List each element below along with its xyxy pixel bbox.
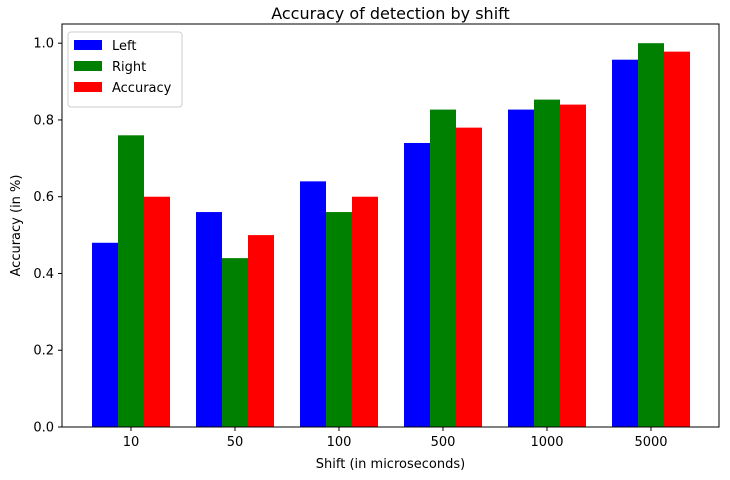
legend-label-accuracy: Accuracy [112,81,172,96]
y-axis-label: Accuracy (in %) [9,175,24,277]
legend: Left Right Accuracy [67,31,183,108]
bar-accuracy-100 [352,196,378,427]
y-axis: 0.0 0.2 0.4 0.6 0.8 1.0 [33,37,62,436]
bar-left-100 [300,181,326,427]
bar-left-1000 [508,109,534,427]
legend-swatch-left [74,40,102,50]
x-axis: 10 50 100 500 1000 5000 [123,427,668,450]
chart-title: Accuracy of detection by shift [271,4,510,23]
bar-left-500 [404,142,430,427]
x-tick-label: 1000 [530,435,563,450]
plot-frame [61,23,720,428]
x-axis-label: Shift (in microseconds) [316,457,465,472]
bar-right-500 [430,109,456,427]
legend-swatch-right [74,61,102,71]
bar-right-5000 [638,43,664,427]
y-tick-label: 1.0 [33,37,54,52]
y-tick-label: 0.2 [33,344,54,359]
bar-left-10 [92,242,118,427]
bar-right-50 [222,258,248,427]
x-tick-label: 10 [123,435,140,450]
bar-accuracy-500 [456,127,482,427]
bar-right-1000 [534,99,560,427]
bar-accuracy-10 [144,196,170,427]
legend-swatch-accuracy [74,82,102,92]
legend-label-left: Left [112,39,136,54]
bar-left-5000 [612,59,638,428]
x-tick-label: 50 [227,435,244,450]
bar-accuracy-50 [248,235,274,427]
x-tick-label: 5000 [634,435,667,450]
legend-label-right: Right [112,60,146,75]
y-tick-label: 0.4 [33,267,54,282]
y-tick-label: 0.8 [33,113,54,128]
bar-left-50 [196,212,222,427]
bar-right-10 [118,135,144,428]
bar-accuracy-5000 [664,51,690,428]
bar-accuracy-1000 [560,104,586,427]
y-tick-label: 0.0 [33,421,54,436]
y-tick-label: 0.6 [33,190,54,205]
bar-right-100 [326,212,352,427]
x-tick-label: 500 [431,435,456,450]
x-tick-label: 100 [327,435,352,450]
bars-layer [92,43,690,428]
